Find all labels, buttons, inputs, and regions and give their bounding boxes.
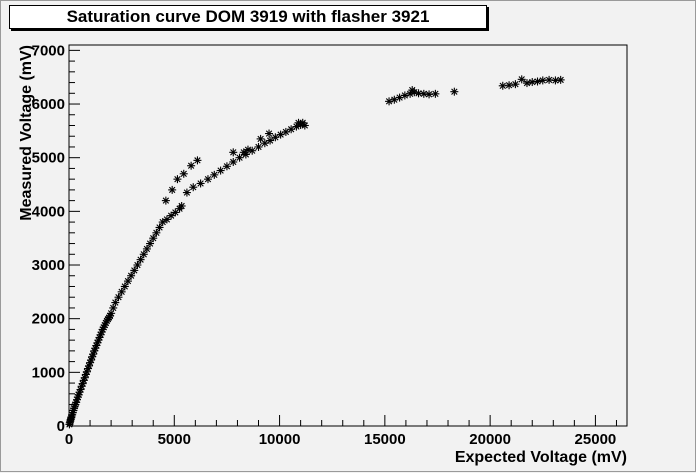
data-point-marker: [450, 87, 459, 96]
x-tick-label: 0: [65, 431, 73, 448]
data-point-marker: [111, 298, 120, 307]
data-point-marker: [136, 255, 145, 264]
data-point-marker: [189, 183, 198, 192]
x-tick-label: 15000: [364, 431, 406, 448]
data-point-marker: [287, 125, 296, 134]
data-point-marker: [139, 250, 148, 259]
data-point-marker: [229, 148, 238, 157]
data-markers: [65, 75, 565, 429]
data-point-marker: [196, 179, 205, 188]
x-axis-title: Expected Voltage (mV): [455, 449, 627, 466]
data-point-marker: [235, 153, 244, 162]
data-point-marker: [182, 188, 191, 197]
data-point-marker: [120, 282, 129, 291]
data-point-marker: [130, 266, 139, 275]
x-tick-label: 10000: [259, 431, 301, 448]
data-point-marker: [254, 142, 263, 151]
data-point-marker: [281, 127, 290, 136]
data-point-marker: [522, 79, 531, 88]
data-point-marker: [229, 157, 238, 166]
data-point-marker: [203, 175, 212, 184]
data-point-marker: [385, 97, 394, 106]
data-point-marker: [243, 145, 252, 154]
data-point-marker: [142, 244, 151, 253]
data-point-marker: [222, 162, 231, 171]
y-tick-label: 5000: [32, 150, 65, 167]
data-point-marker: [146, 239, 155, 248]
data-point-marker: [177, 201, 186, 210]
data-point-marker: [266, 136, 275, 145]
data-point-marker: [551, 76, 560, 85]
data-point-marker: [152, 228, 161, 237]
data-point-marker: [431, 89, 440, 98]
data-point-marker: [425, 90, 434, 99]
data-point-marker: [149, 234, 158, 243]
y-axis-title: Measured Voltage (mV): [18, 45, 35, 221]
data-point-marker: [216, 166, 225, 175]
data-point-marker: [408, 86, 417, 95]
y-tick-label: 2000: [32, 311, 65, 328]
data-point-marker: [127, 271, 136, 280]
data-point-marker: [133, 261, 142, 270]
data-point-marker: [117, 287, 126, 296]
x-axis-ticks: 0 5000 10000 15000 20000 25000: [65, 415, 617, 448]
data-point-marker: [505, 81, 514, 90]
data-point-marker: [419, 89, 428, 98]
data-point-marker: [533, 77, 542, 86]
data-point-marker: [265, 129, 274, 138]
data-point-marker: [179, 169, 188, 178]
data-point-marker: [187, 161, 196, 170]
y-tick-label: 7000: [32, 42, 65, 59]
data-point-marker: [511, 80, 520, 89]
y-axis-ticks: 0 1000 2000 3000 4000 5000 6000 7000: [32, 42, 80, 435]
chart-title: Saturation curve DOM 3919 with flasher 3…: [9, 5, 487, 29]
data-point-marker: [498, 81, 507, 90]
data-point-marker: [161, 196, 170, 205]
data-point-marker: [158, 218, 167, 227]
data-point-marker: [173, 175, 182, 184]
data-point-marker: [256, 134, 265, 143]
data-point-marker: [193, 156, 202, 165]
data-point-marker: [168, 185, 177, 194]
data-point-marker: [114, 293, 123, 302]
data-point-marker: [123, 277, 132, 286]
data-point-marker: [400, 91, 409, 100]
y-tick-label: 1000: [32, 364, 65, 381]
y-tick-label: 3000: [32, 257, 65, 274]
y-tick-label: 4000: [32, 203, 65, 220]
data-point-marker: [155, 223, 164, 232]
x-tick-label: 5000: [158, 431, 191, 448]
data-point-marker: [517, 75, 526, 84]
data-point-marker: [239, 148, 248, 157]
y-tick-label: 6000: [32, 96, 65, 113]
y-tick-label: 0: [57, 418, 65, 435]
data-point-marker: [298, 118, 307, 127]
data-point-marker: [210, 170, 219, 179]
x-tick-label: 20000: [469, 431, 511, 448]
data-point-marker: [167, 211, 176, 220]
x-tick-label: 25000: [575, 431, 617, 448]
plot-frame: [68, 44, 628, 427]
data-point-marker: [556, 75, 565, 84]
